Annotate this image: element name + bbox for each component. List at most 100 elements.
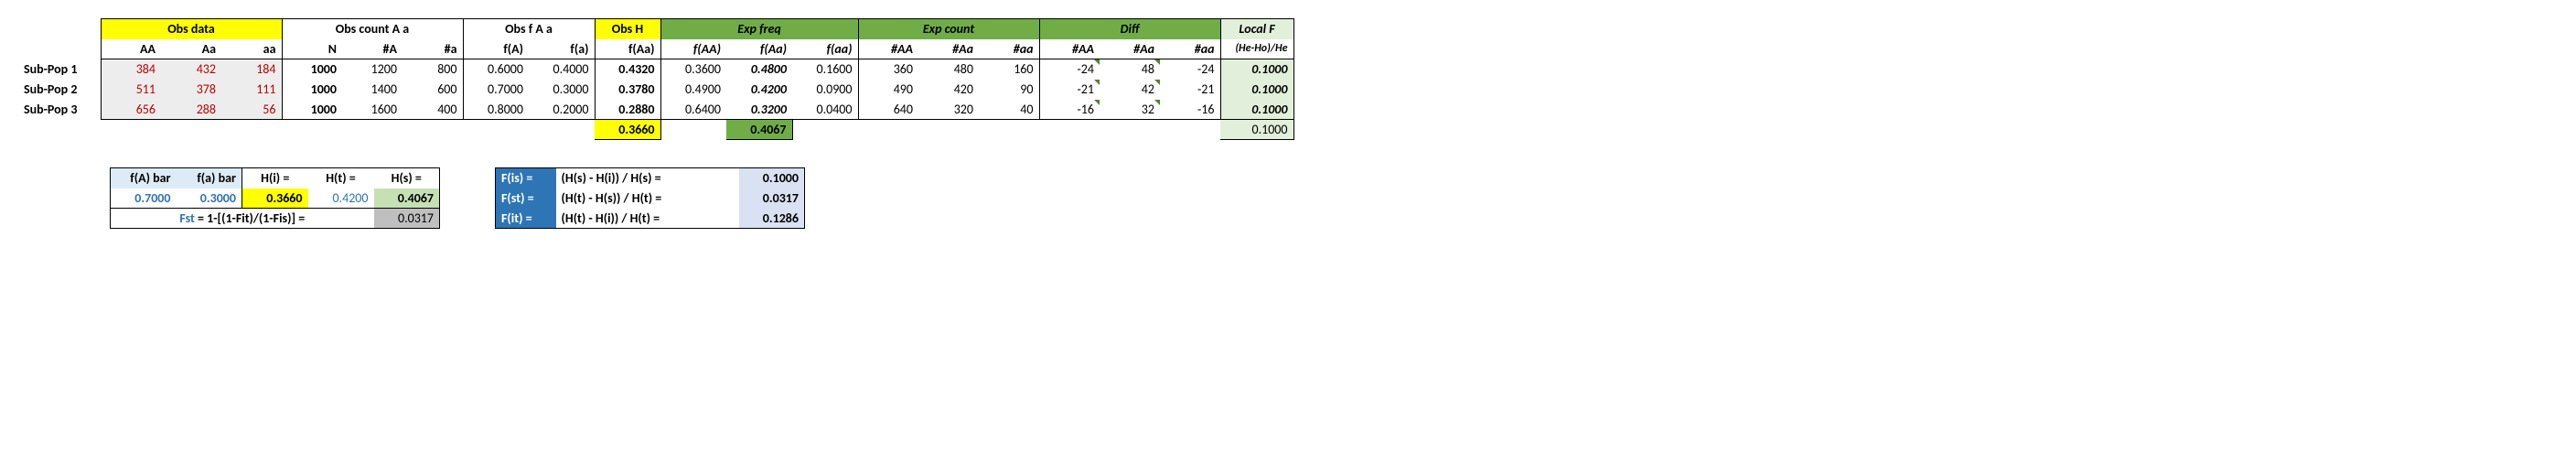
sub-N: N xyxy=(282,39,342,59)
cell-fA: 0.7000 xyxy=(463,80,529,100)
sub-dAa: #Aa xyxy=(1100,39,1160,59)
cell-numa: 400 xyxy=(402,100,463,120)
cell-fA: 0.8000 xyxy=(463,100,529,120)
cell-N: 1000 xyxy=(282,59,342,80)
pl-v-fa: 0.3000 xyxy=(177,189,242,209)
cell-cAA: 360 xyxy=(858,59,918,80)
cell-Aa: 288 xyxy=(161,100,221,120)
cell-fAAe: 0.6400 xyxy=(660,100,726,120)
sub-Aa: Aa xyxy=(161,39,221,59)
cell-Aa: 432 xyxy=(161,59,221,80)
hdr-diff: Diff xyxy=(1039,19,1220,39)
sub-localF: (He-Ho)/He xyxy=(1220,39,1293,59)
pl-v-Ht: 0.4200 xyxy=(308,189,374,209)
table-row: Sub-Pop 2511378111100014006000.70000.300… xyxy=(18,80,1293,100)
row-label: Sub-Pop 2 xyxy=(18,80,101,100)
cell-fAAe: 0.3600 xyxy=(660,59,726,80)
cell-fAa: 0.3780 xyxy=(595,80,660,100)
cell-daa: -24 xyxy=(1160,59,1220,80)
cell-AA: 656 xyxy=(101,100,161,120)
cell-fa: 0.2000 xyxy=(529,100,595,120)
cell-dAa: 32 xyxy=(1100,100,1160,120)
cell-faae: 0.0400 xyxy=(792,100,858,120)
sub-aa: aa xyxy=(221,39,282,59)
hdr-obs-h: Obs H xyxy=(595,19,660,39)
cell-cAa: 320 xyxy=(918,100,979,120)
pl-v-Hi: 0.3660 xyxy=(242,189,308,209)
pr-fit-val: 0.1286 xyxy=(739,209,805,229)
cell-dAA: -21 xyxy=(1039,80,1100,100)
cell-Aa: 378 xyxy=(161,80,221,100)
cell-dAA: -24 xyxy=(1039,59,1100,80)
hdr-exp-freq: Exp freq xyxy=(660,19,858,39)
header-row-2: AA Aa aa N #A #a f(A) f(a) f(Aa) f(AA) f… xyxy=(18,39,1293,59)
pr-fis-val: 0.1000 xyxy=(739,168,805,189)
sub-fAa: f(Aa) xyxy=(595,39,660,59)
cell-aa: 111 xyxy=(221,80,282,100)
cell-N: 1000 xyxy=(282,100,342,120)
cell-fA: 0.6000 xyxy=(463,59,529,80)
hdr-local-f: Local F xyxy=(1220,19,1293,39)
pr-fis-label: F(is) = xyxy=(496,168,556,189)
sub-numa: #a xyxy=(402,39,463,59)
cell-N: 1000 xyxy=(282,80,342,100)
pl-fst-val: 0.0317 xyxy=(374,209,440,229)
cell-faae: 0.1600 xyxy=(792,59,858,80)
cell-fa: 0.3000 xyxy=(529,80,595,100)
cell-numA: 1200 xyxy=(342,59,402,80)
sub-numA: #A xyxy=(342,39,402,59)
pl-fst-formula: Fst = 1-[(1-Fit)/(1-Fis)] = xyxy=(111,209,374,229)
row-label: Sub-Pop 1 xyxy=(18,59,101,80)
pr-fit-label: F(it) = xyxy=(496,209,556,229)
totals-row: 0.3660 0.4067 0.1000 xyxy=(18,120,1293,140)
total-localF: 0.1000 xyxy=(1220,120,1293,140)
cell-caa: 90 xyxy=(979,80,1039,100)
sub-dAA: #AA xyxy=(1039,39,1100,59)
panel-left: f(A) bar f(a) bar H(i) = H(t) = H(s) = 0… xyxy=(110,167,440,229)
cell-caa: 160 xyxy=(979,59,1039,80)
sub-fAAe: f(AA) xyxy=(660,39,726,59)
sub-AA: AA xyxy=(101,39,161,59)
cell-fa: 0.4000 xyxy=(529,59,595,80)
cell-AA: 511 xyxy=(101,80,161,100)
pl-h-Hs: H(s) = xyxy=(374,168,440,189)
pl-v-fA: 0.7000 xyxy=(111,189,177,209)
cell-daa: -21 xyxy=(1160,80,1220,100)
cell-caa: 40 xyxy=(979,100,1039,120)
pl-h-Hi: H(i) = xyxy=(242,168,308,189)
sub-cAA: #AA xyxy=(858,39,918,59)
cell-aa: 184 xyxy=(221,59,282,80)
cell-cAA: 490 xyxy=(858,80,918,100)
sub-fAae: f(Aa) xyxy=(726,39,792,59)
hdr-exp-count: Exp count xyxy=(858,19,1039,39)
sub-caa: #aa xyxy=(979,39,1039,59)
main-table: Obs data Obs count A a Obs f A a Obs H E… xyxy=(18,18,1294,140)
pr-fst-formula: (H(t) - H(s)) / H(t) = xyxy=(556,189,739,209)
row-label: Sub-Pop 3 xyxy=(18,100,101,120)
cell-fAa: 0.2880 xyxy=(595,100,660,120)
pl-h-fA: f(A) bar xyxy=(111,168,177,189)
hdr-obs-data: Obs data xyxy=(101,19,282,39)
cell-fAae: 0.4200 xyxy=(726,80,792,100)
sub-faae: f(aa) xyxy=(792,39,858,59)
hdr-obs-f: Obs f A a xyxy=(463,19,595,39)
pr-fis-formula: (H(s) - H(i)) / H(s) = xyxy=(556,168,739,189)
cell-AA: 384 xyxy=(101,59,161,80)
sub-fa: f(a) xyxy=(529,39,595,59)
pl-h-Ht: H(t) = xyxy=(308,168,374,189)
cell-localF: 0.1000 xyxy=(1220,80,1293,100)
header-row-1: Obs data Obs count A a Obs f A a Obs H E… xyxy=(18,19,1293,39)
pl-h-fa: f(a) bar xyxy=(177,168,242,189)
total-fAae: 0.4067 xyxy=(726,120,792,140)
cell-fAae: 0.3200 xyxy=(726,100,792,120)
cell-cAa: 480 xyxy=(918,59,979,80)
cell-dAa: 42 xyxy=(1100,80,1160,100)
cell-cAa: 420 xyxy=(918,80,979,100)
cell-cAA: 640 xyxy=(858,100,918,120)
pl-v-Hs: 0.4067 xyxy=(374,189,440,209)
hdr-obs-count: Obs count A a xyxy=(282,19,463,39)
pr-fit-formula: (H(t) - H(i)) / H(t) = xyxy=(556,209,739,229)
table-row: Sub-Pop 365628856100016004000.80000.2000… xyxy=(18,100,1293,120)
cell-numa: 800 xyxy=(402,59,463,80)
cell-fAae: 0.4800 xyxy=(726,59,792,80)
